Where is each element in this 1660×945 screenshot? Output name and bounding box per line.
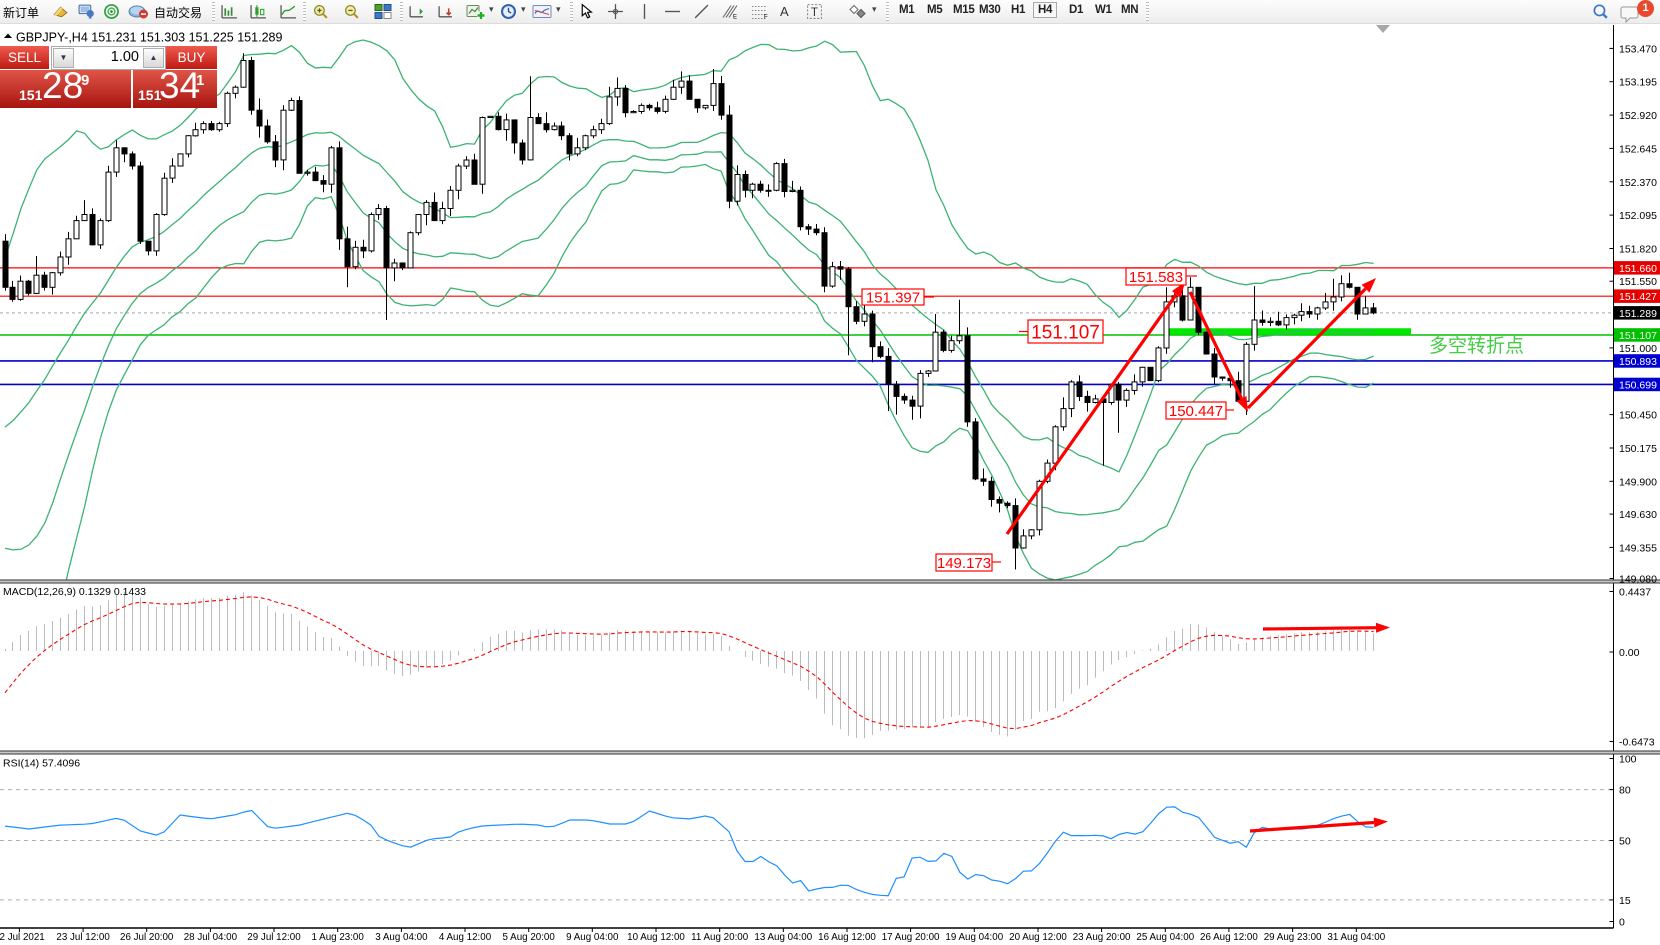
svg-text:9 Aug 04:00: 9 Aug 04:00	[566, 932, 619, 943]
svg-text:152.095: 152.095	[1619, 210, 1657, 222]
svg-text:13 Aug 04:00: 13 Aug 04:00	[754, 932, 812, 943]
svg-text:151.820: 151.820	[1619, 244, 1657, 256]
svg-text:151.000: 151.000	[1619, 343, 1657, 355]
svg-text:50: 50	[1619, 836, 1631, 848]
svg-text:150.447: 150.447	[1169, 403, 1223, 420]
svg-text:149.173: 149.173	[937, 555, 991, 572]
svg-text:151.107: 151.107	[1619, 330, 1657, 342]
svg-text:23 Jul 12:00: 23 Jul 12:00	[56, 932, 110, 943]
svg-text:5 Aug 20:00: 5 Aug 20:00	[503, 932, 556, 943]
svg-text:80: 80	[1619, 785, 1631, 797]
svg-text:153.195: 153.195	[1619, 77, 1657, 89]
svg-text:3 Aug 04:00: 3 Aug 04:00	[375, 932, 428, 943]
svg-text:152.370: 152.370	[1619, 177, 1657, 189]
svg-text:4 Aug 12:00: 4 Aug 12:00	[439, 932, 492, 943]
svg-text:15: 15	[1619, 895, 1631, 907]
svg-text:151.550: 151.550	[1619, 276, 1657, 288]
svg-text:31 Aug 04:00: 31 Aug 04:00	[1327, 932, 1385, 943]
svg-text:150.450: 150.450	[1619, 410, 1657, 422]
svg-text:E: E	[733, 15, 737, 21]
svg-text:25 Aug 04:00: 25 Aug 04:00	[1136, 932, 1194, 943]
svg-text:29 Jul 12:00: 29 Jul 12:00	[247, 932, 301, 943]
svg-text:19 Aug 04:00: 19 Aug 04:00	[945, 932, 1003, 943]
svg-text:149.630: 149.630	[1619, 509, 1657, 521]
svg-text:23 Aug 20:00: 23 Aug 20:00	[1073, 932, 1131, 943]
svg-text:20 Aug 12:00: 20 Aug 12:00	[1009, 932, 1067, 943]
svg-text:149.355: 149.355	[1619, 542, 1657, 554]
svg-text:22 Jul 2021: 22 Jul 2021	[0, 932, 45, 943]
svg-text:28 Jul 04:00: 28 Jul 04:00	[184, 932, 238, 943]
svg-text:多空转折点: 多空转折点	[1429, 335, 1524, 357]
svg-text:152.920: 152.920	[1619, 110, 1657, 122]
svg-text:26 Aug 12:00: 26 Aug 12:00	[1200, 932, 1258, 943]
svg-text:150.175: 150.175	[1619, 443, 1657, 455]
svg-text:MACD(12,26,9) 0.1329 0.1433: MACD(12,26,9) 0.1329 0.1433	[3, 586, 146, 598]
svg-text:29 Aug 23:00: 29 Aug 23:00	[1264, 932, 1322, 943]
svg-text:-0.6473: -0.6473	[1619, 737, 1655, 749]
svg-text:RSI(14) 57.4096: RSI(14) 57.4096	[3, 758, 80, 770]
svg-text:151.660: 151.660	[1619, 263, 1657, 275]
svg-text:150.699: 150.699	[1619, 379, 1657, 391]
svg-text:16 Aug 12:00: 16 Aug 12:00	[818, 932, 876, 943]
svg-text:10 Aug 12:00: 10 Aug 12:00	[627, 932, 685, 943]
svg-text:150.893: 150.893	[1619, 356, 1657, 368]
svg-text:GBPJPY-,H4 151.231 151.303 15: GBPJPY-,H4 151.231 151.303 151.225 151.2…	[16, 31, 282, 45]
svg-text:152.645: 152.645	[1619, 143, 1657, 155]
svg-text:T: T	[811, 6, 818, 19]
svg-text:151.107: 151.107	[1031, 322, 1100, 343]
svg-text:149.080: 149.080	[1619, 574, 1657, 586]
svg-text:F: F	[764, 15, 768, 21]
svg-text:151.289: 151.289	[1619, 308, 1657, 320]
svg-text:0.4437: 0.4437	[1619, 587, 1651, 599]
svg-text:151.427: 151.427	[1619, 291, 1657, 303]
svg-text:151.397: 151.397	[866, 289, 920, 306]
svg-text:0.00: 0.00	[1619, 647, 1640, 659]
svg-text:149.900: 149.900	[1619, 476, 1657, 488]
svg-text:151.583: 151.583	[1129, 269, 1183, 286]
svg-text:0: 0	[1619, 917, 1625, 929]
svg-text:153.470: 153.470	[1619, 43, 1657, 55]
svg-text:100: 100	[1619, 754, 1637, 766]
svg-text:1 Aug 23:00: 1 Aug 23:00	[312, 932, 365, 943]
svg-text:17 Aug 20:00: 17 Aug 20:00	[882, 932, 940, 943]
svg-text:11 Aug 20:00: 11 Aug 20:00	[691, 932, 749, 943]
svg-text:26 Jul 20:00: 26 Jul 20:00	[120, 932, 174, 943]
